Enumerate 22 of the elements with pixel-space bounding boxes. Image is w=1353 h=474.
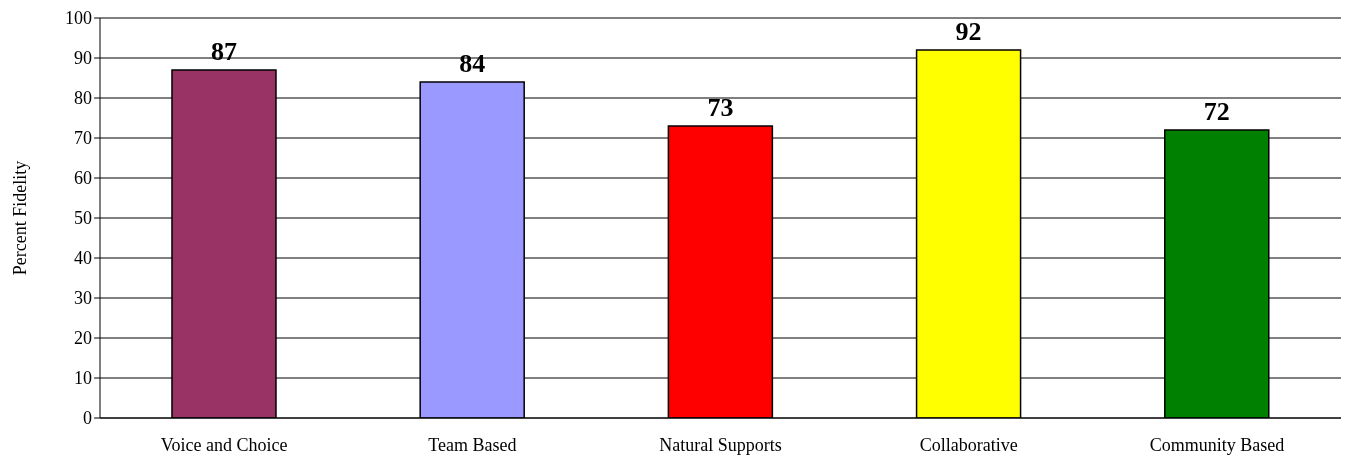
y-tick-label: 30 [74, 288, 92, 309]
x-tick-label: Natural Supports [659, 434, 782, 455]
y-tick-label: 40 [74, 248, 92, 269]
y-tick-label: 50 [74, 208, 92, 229]
x-tick-label: Collaborative [919, 434, 1018, 455]
y-tick-label: 100 [65, 8, 92, 29]
y-tick-label: 90 [74, 48, 92, 69]
data-label: 73 [707, 93, 734, 122]
y-tick-label: 60 [74, 168, 92, 189]
data-label: 72 [1203, 97, 1230, 126]
x-tick-label: Voice and Choice [160, 434, 288, 455]
data-label: 87 [210, 37, 237, 66]
y-tick-label: 10 [74, 368, 92, 389]
y-tick-label: 20 [74, 328, 92, 349]
x-tick-label: Team Based [428, 434, 517, 455]
y-tick-label: 80 [74, 88, 92, 109]
data-label: 84 [459, 49, 486, 78]
y-tick-label: 0 [83, 408, 92, 429]
y-tick-label: 70 [74, 128, 92, 149]
data-label: 92 [955, 17, 982, 46]
y-axis-title: Percent Fidelity [10, 160, 31, 276]
x-tick-label: Community Based [1149, 434, 1285, 455]
